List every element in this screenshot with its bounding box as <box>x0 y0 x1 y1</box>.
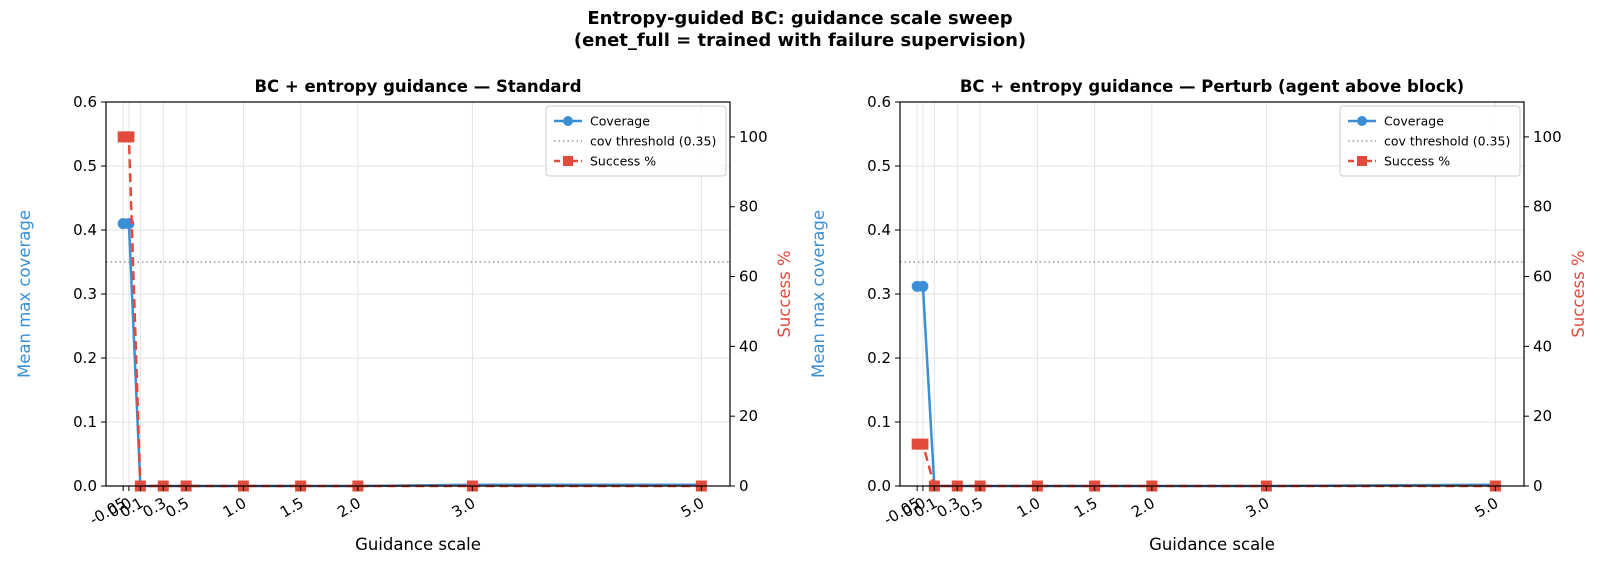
legend-coverage-marker <box>563 116 573 126</box>
x-axis-label: Guidance scale <box>1149 535 1275 554</box>
legend-coverage-label: Coverage <box>1384 114 1444 129</box>
y-left-tick-label: 0.6 <box>73 93 97 111</box>
y-left-tick-label: 0.1 <box>73 413 97 431</box>
y-left-axis-label: Mean max coverage <box>809 210 828 378</box>
legend-coverage-marker <box>1357 116 1367 126</box>
success-line <box>917 442 1496 488</box>
chart-panel-perturb: 0.00.10.20.30.40.50.6020406080100-0.050.… <box>809 77 1588 554</box>
y-right-tick-label: 0 <box>739 477 749 495</box>
y-right-tick-label: 80 <box>739 198 758 216</box>
coverage-point <box>917 280 929 292</box>
coverage-line <box>123 222 702 488</box>
y-right-tick-label: 60 <box>739 268 758 286</box>
y-left-tick-label: 0.2 <box>867 349 891 367</box>
success-point <box>917 438 929 450</box>
y-left-tick-label: 0.6 <box>867 93 891 111</box>
success-point <box>117 131 129 143</box>
x-tick-label: 2.0 <box>1128 494 1158 522</box>
chart-panel-standard: 0.00.10.20.30.40.50.6020406080100-0.050.… <box>15 77 794 554</box>
y-right-axis-label: Success % <box>1569 250 1588 337</box>
x-tick-label: 5.0 <box>678 494 708 522</box>
y-left-tick-label: 0.4 <box>867 221 891 239</box>
y-right-tick-label: 80 <box>1533 198 1552 216</box>
x-tick-label: 2.0 <box>334 494 364 522</box>
y-right-tick-label: 40 <box>1533 337 1552 355</box>
legend-coverage-label: Coverage <box>590 114 650 129</box>
legend: Coverage cov threshold (0.35) Success % <box>545 105 727 177</box>
legend-success-marker <box>563 156 573 166</box>
legend: Coverage cov threshold (0.35) Success % <box>1339 105 1521 177</box>
legend-threshold-label: cov threshold (0.35) <box>1384 134 1510 149</box>
x-tick-label: 1.5 <box>1071 494 1101 522</box>
success-line <box>123 135 702 488</box>
y-right-tick-label: 100 <box>1533 128 1562 146</box>
success-point <box>911 438 923 450</box>
y-left-tick-label: 0.5 <box>867 157 891 175</box>
y-left-tick-label: 0.5 <box>73 157 97 175</box>
legend-success-label: Success % <box>590 154 656 169</box>
x-tick-label: 1.0 <box>1014 494 1044 522</box>
y-left-tick-label: 0.0 <box>73 477 97 495</box>
figure-title-line-1: Entropy-guided BC: guidance scale sweep <box>587 8 1013 29</box>
success-point <box>123 131 135 143</box>
y-right-axis-label: Success % <box>775 250 794 337</box>
y-right-tick-label: 100 <box>739 128 768 146</box>
x-tick-label: 3.0 <box>1243 494 1273 522</box>
x-axis-label: Guidance scale <box>355 535 481 554</box>
legend-box <box>1339 105 1521 177</box>
x-tick-label: 1.5 <box>277 494 307 522</box>
y-left-tick-label: 0.0 <box>867 477 891 495</box>
y-left-tick-label: 0.4 <box>73 221 97 239</box>
figure-title: Entropy-guided BC: guidance scale sweep … <box>0 8 1600 52</box>
figure-title-line-2: (enet_full = trained with failure superv… <box>573 30 1027 51</box>
y-right-tick-label: 60 <box>1533 268 1552 286</box>
legend-box <box>545 105 727 177</box>
coverage-line <box>917 285 1496 488</box>
x-tick-label: 0.5 <box>956 494 986 522</box>
y-left-tick-label: 0.1 <box>867 413 891 431</box>
y-left-axis-label: Mean max coverage <box>15 210 34 378</box>
x-tick-label: 5.0 <box>1472 494 1502 522</box>
legend-success-marker <box>1357 156 1367 166</box>
y-right-tick-label: 20 <box>1533 407 1552 425</box>
y-right-tick-label: 20 <box>739 407 758 425</box>
chart-title: BC + entropy guidance — Standard <box>254 77 581 96</box>
y-right-tick-label: 0 <box>1533 477 1543 495</box>
chart-title: BC + entropy guidance — Perturb (agent a… <box>960 77 1464 96</box>
x-tick-label: 0.5 <box>162 494 192 522</box>
y-left-tick-label: 0.3 <box>867 285 891 303</box>
legend-success-label: Success % <box>1384 154 1450 169</box>
y-left-tick-label: 0.3 <box>73 285 97 303</box>
y-right-tick-label: 40 <box>739 337 758 355</box>
legend-threshold-label: cov threshold (0.35) <box>590 134 716 149</box>
y-left-tick-label: 0.2 <box>73 349 97 367</box>
x-tick-label: 3.0 <box>449 494 479 522</box>
x-tick-label: 1.0 <box>220 494 250 522</box>
